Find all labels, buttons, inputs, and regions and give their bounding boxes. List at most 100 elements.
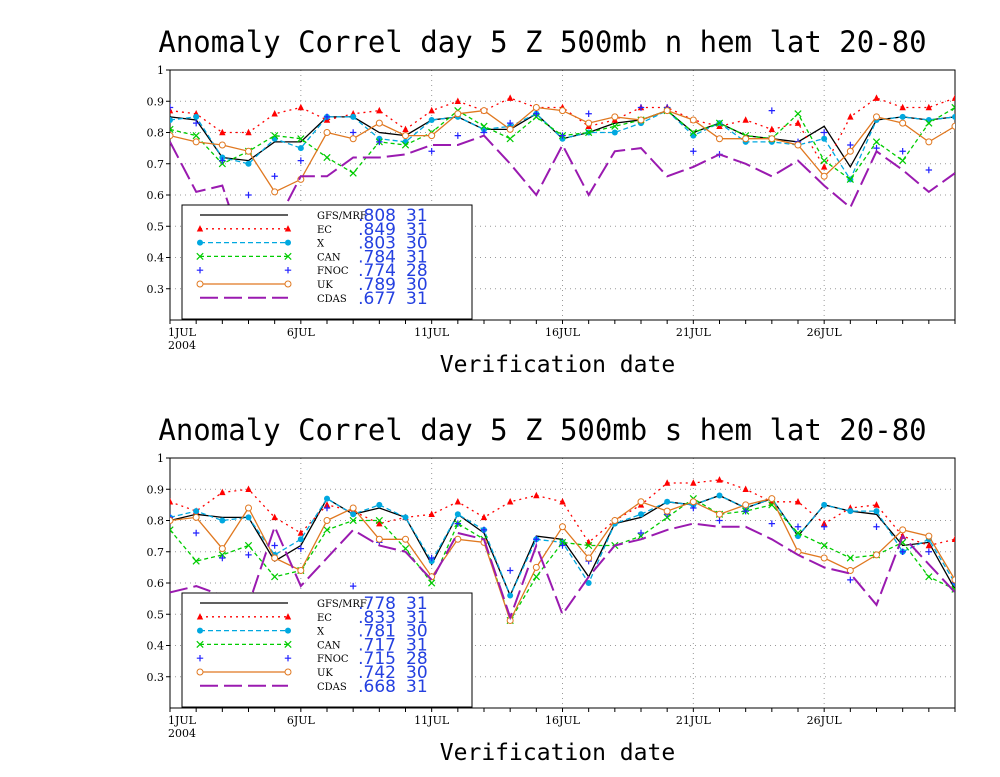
data-point [951,576,955,584]
data-point [742,135,750,143]
y-tick-label: 0.7 [147,546,165,559]
data-point [585,128,593,137]
legend-marker [284,640,292,649]
legend-mean-score: .742 [358,663,396,683]
legend-marker [196,613,204,620]
data-point [925,119,933,127]
chart-title: Anomaly Correl day 5 Z 500mb s hem lat 2… [158,413,926,447]
series-line [170,522,955,621]
legend-box [181,592,473,708]
data-point [533,536,540,543]
legend-marker [196,640,204,649]
data-point [324,495,330,502]
data-point [768,107,776,114]
data-point [690,479,697,486]
data-point [219,157,226,164]
data-point [559,132,566,139]
data-point [533,491,540,499]
data-point [323,526,331,534]
data-point [297,145,304,152]
y-tick-label: 0.9 [147,95,165,108]
data-point [454,511,461,518]
legend-mean-score: .677 [358,289,396,309]
data-point [899,103,906,111]
data-point [663,107,671,115]
data-point [170,125,174,133]
y-tick-label: 0.5 [147,220,165,233]
legend-case-count: 31 [406,247,428,267]
data-point [192,119,200,127]
data-point [663,507,671,515]
data-point [170,514,174,521]
data-point [170,498,174,505]
data-point [454,498,462,505]
legend-marker [284,225,292,232]
data-point [952,113,955,120]
data-point [742,501,750,509]
data-point [820,163,828,170]
data-point [271,188,279,196]
legend-marker [196,252,204,261]
x-tick-label: 26JUL [807,326,843,339]
data-point [820,519,828,527]
data-point [323,501,331,508]
data-point [794,141,802,149]
data-point [454,132,462,139]
data-point [506,94,514,101]
data-point [428,148,435,155]
legend-case-count: 31 [406,289,428,309]
legend-case-count: 31 [406,220,428,240]
data-point [846,175,854,183]
data-point [820,554,828,562]
legend-marker [197,627,203,634]
legend-series-name: EC [317,225,332,236]
data-point [375,535,383,543]
data-point [507,592,514,599]
data-point [768,125,776,133]
data-point [271,513,278,521]
legend-marker [197,239,203,246]
series-cdas [170,522,955,621]
data-point [925,548,933,555]
data-point [219,554,226,562]
legend-marker [284,267,292,274]
legend: GFS/MRF.778 31 EC .833 31 X .781 30 CAN .717 31 FNO… [181,592,473,708]
legend-box [181,204,473,320]
data-point [349,129,357,136]
data-point [899,113,906,120]
data-point [663,479,671,486]
data-point [349,504,357,512]
legend-marker [285,627,291,634]
data-point [611,517,619,524]
data-point [585,119,593,127]
legend-case-count: 30 [406,275,428,295]
data-point [271,110,278,117]
data-point [375,119,383,127]
legend-case-count: 31 [406,635,428,655]
data-point [768,495,776,503]
y-tick-label: 0.7 [147,158,165,171]
data-point [245,485,252,492]
data-point [506,498,514,505]
data-point [350,511,357,518]
data-point [506,125,514,133]
legend-marker [284,252,292,261]
x-tick-label: 1JUL [168,326,197,339]
data-point [245,147,252,155]
data-point [170,117,173,123]
data-point [349,169,357,177]
data-point [297,135,305,143]
y-tick-label: 0.9 [147,483,165,496]
data-point [925,532,933,540]
data-point [951,103,955,112]
legend-series-name: GFS/MRF [317,211,367,222]
data-point [323,517,331,524]
data-point [297,529,305,536]
data-point [690,504,697,512]
data-point [193,113,200,120]
data-point [401,141,410,149]
data-point [637,116,645,124]
data-point [480,513,488,521]
data-point [637,104,645,111]
y-tick-label: 1 [157,452,164,465]
